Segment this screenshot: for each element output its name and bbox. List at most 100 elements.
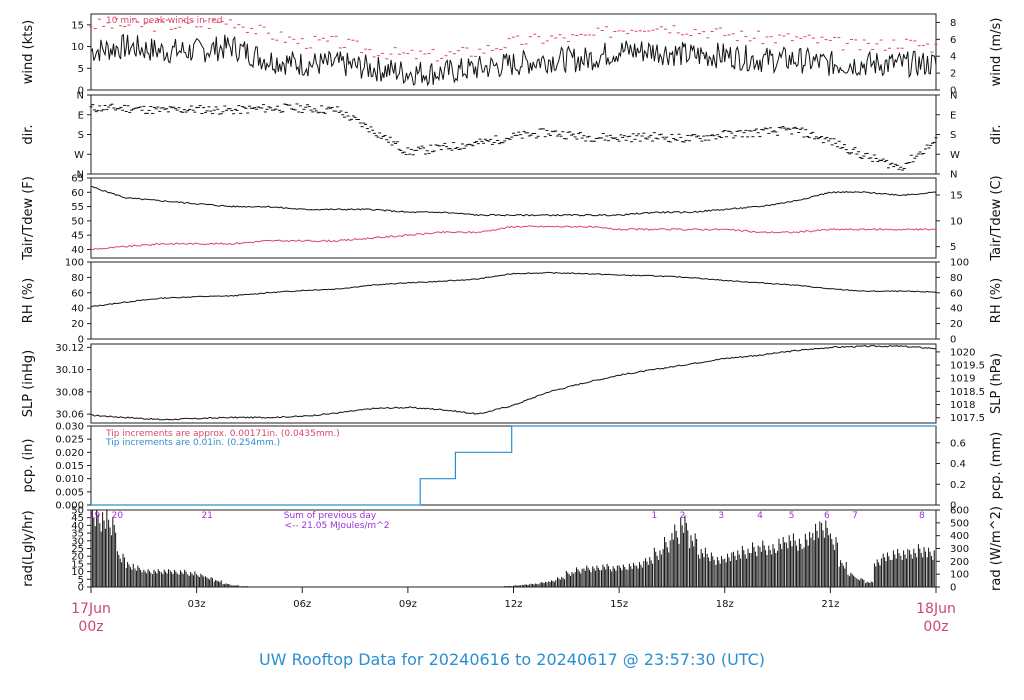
wind-left-axis-label: wind (kts) (21, 20, 36, 84)
wind-left-tick-label: 15 (71, 20, 84, 31)
temp-left-tick-label: 40 (71, 245, 84, 256)
dir-right-tick-label: S (950, 130, 956, 141)
wind-left-tick-label: 0 (78, 86, 84, 97)
wind-right-tick-label: 2 (950, 69, 956, 80)
start-time-label: 00z (78, 619, 103, 635)
end-day-label: 18Jun (916, 601, 956, 617)
rad-hour-mark: 4 (757, 511, 763, 521)
pcp-left-tick-label: 0.020 (55, 448, 84, 459)
temp-left-tick-label: 45 (71, 231, 84, 242)
pcp-left-tick-label: 0.015 (55, 461, 84, 472)
pcp-left-axis-label: pcp. (in) (21, 439, 36, 493)
pcp-left-tick-label: 0.000 (55, 501, 84, 512)
temp-right-tick-label: 10 (950, 216, 963, 227)
dir-left-tick-label: N (77, 91, 84, 102)
slp-right-tick-label: 1017.5 (950, 413, 985, 424)
rh-left-tick-label: 100 (65, 258, 84, 269)
wind-right-axis-label: wind (m/s) (989, 18, 1004, 87)
rad-hour-mark: 7 (852, 511, 858, 521)
dir-left-tick-label: N (77, 170, 84, 181)
pcp-right-tick-label: 0.4 (950, 459, 966, 470)
rh-left-axis-label: RH (%) (21, 278, 36, 323)
wind-left-tick-label: 10 (71, 42, 84, 53)
chart-title: UW Rooftop Data for 20240616 to 20240617… (259, 650, 765, 669)
rad-left-tick-label: 25 (71, 544, 84, 555)
dir-left-axis-label: dir. (21, 124, 36, 144)
slp-right-tick-label: 1020 (950, 347, 975, 358)
temp-frame (90, 177, 937, 259)
rh-line (91, 271, 937, 307)
wind-right-tick-label: 8 (950, 18, 956, 29)
rh-left-tick-label: 60 (71, 288, 84, 299)
start-day-label: 17Jun (71, 601, 111, 617)
rh-right-tick-label: 0 (950, 335, 956, 346)
rad-hour-mark: 8 (919, 511, 925, 521)
rad-right-tick-label: 100 (950, 570, 969, 581)
rh-right-axis-label: RH (%) (989, 278, 1004, 323)
time-tick-label: 21z (821, 599, 839, 610)
wind-right-tick-label: 0 (950, 86, 956, 97)
time-tick-label: 15z (610, 599, 628, 610)
slp-right-axis-label: SLP (hPa) (989, 353, 1004, 414)
temp-left-tick-label: 65 (71, 174, 84, 185)
rad-right-axis-label: rad (W/m^2) (989, 506, 1004, 591)
temp-right-tick-label: 5 (950, 242, 956, 253)
rh-right-tick-label: 80 (950, 273, 963, 284)
wind-right-tick-label: 4 (950, 52, 956, 63)
rad-left-tick-label: 30 (71, 536, 84, 547)
rh-frame (90, 261, 937, 340)
temp-left-axis-label: Tair/Tdew (F) (21, 176, 36, 261)
rh-left-tick-label: 80 (71, 273, 84, 284)
panel-wind: 0 5 10 15 0 2 4 6 8 wind (kts) wind (m/s) 10 min. p… (21, 13, 1004, 97)
panel-rh: 0 20 40 60 80 100 0 20 40 60 80 100 RH (%) RH (%) (21, 258, 1004, 346)
slp-left-tick-label: 30.08 (55, 387, 84, 398)
rad-left-axis-label: rad(Lgly/hr) (21, 510, 36, 586)
pcp-left-tick-label: 0.025 (55, 435, 84, 446)
time-tick-label: 12z (505, 599, 523, 610)
temp-left-tick-label: 55 (71, 202, 84, 213)
rad-sum-value: <-- 21.05 MJoules/m^2 (285, 521, 390, 531)
wind-note: 10 min. peak winds in red (106, 16, 223, 26)
dir-left-tick-label: W (74, 150, 84, 161)
wind-right-tick-label: 6 (950, 35, 956, 46)
time-tick-label: 03z (188, 599, 206, 610)
pcp-note-1: Tip increments are approx. 0.00171in. (0… (105, 429, 340, 439)
pcp-left-tick-label: 0.010 (55, 474, 84, 485)
temp-right-tick-label: 15 (950, 191, 963, 202)
rad-left-tick-label: 20 (71, 552, 84, 563)
pcp-right-tick-label: 0 (950, 501, 956, 512)
rh-left-tick-label: 20 (71, 319, 84, 330)
slp-left-tick-label: 30.06 (55, 410, 84, 421)
rad-left-tick-label: 5 (78, 575, 84, 586)
slp-right-tick-label: 1019.5 (950, 361, 985, 372)
rh-left-tick-label: 40 (71, 304, 84, 315)
rad-left-tick-label: 10 (71, 567, 84, 578)
panel-slp: 30.06 30.08 30.10 30.12 1017.5 1018 1018.5 1019… (21, 343, 1004, 424)
rad-right-tick-label: 300 (950, 544, 969, 555)
slp-right-tick-label: 1018 (950, 400, 975, 411)
rad-left-tick-label: 40 (71, 521, 84, 532)
dir-frame (90, 94, 937, 175)
tair-line (90, 186, 937, 217)
slp-line (90, 345, 937, 421)
time-tick-label: 18z (716, 599, 734, 610)
temp-left-tick-label: 60 (71, 188, 84, 199)
wind-left-tick-label: 5 (78, 64, 84, 75)
wind-speed-line (90, 33, 937, 87)
slp-right-tick-label: 1018.5 (950, 387, 985, 398)
dir-right-axis-label: dir. (989, 124, 1004, 144)
rh-right-tick-label: 100 (950, 258, 969, 269)
dir-left-tick-label: S (78, 130, 84, 141)
rh-right-tick-label: 40 (950, 304, 963, 315)
rad-right-tick-label: 600 (950, 506, 969, 517)
rh-right-tick-label: 60 (950, 288, 963, 299)
rad-hour-mark: 3 (718, 511, 724, 521)
dir-left-tick-label: E (78, 110, 84, 121)
pcp-right-tick-label: 0.2 (950, 480, 966, 491)
tdew-line (90, 225, 937, 251)
rad-left-tick-label: 45 (71, 513, 84, 524)
rad-right-tick-label: 0 (950, 583, 956, 594)
rh-left-tick-label: 0 (78, 335, 84, 346)
slp-right-tick-label: 1019 (950, 374, 975, 385)
